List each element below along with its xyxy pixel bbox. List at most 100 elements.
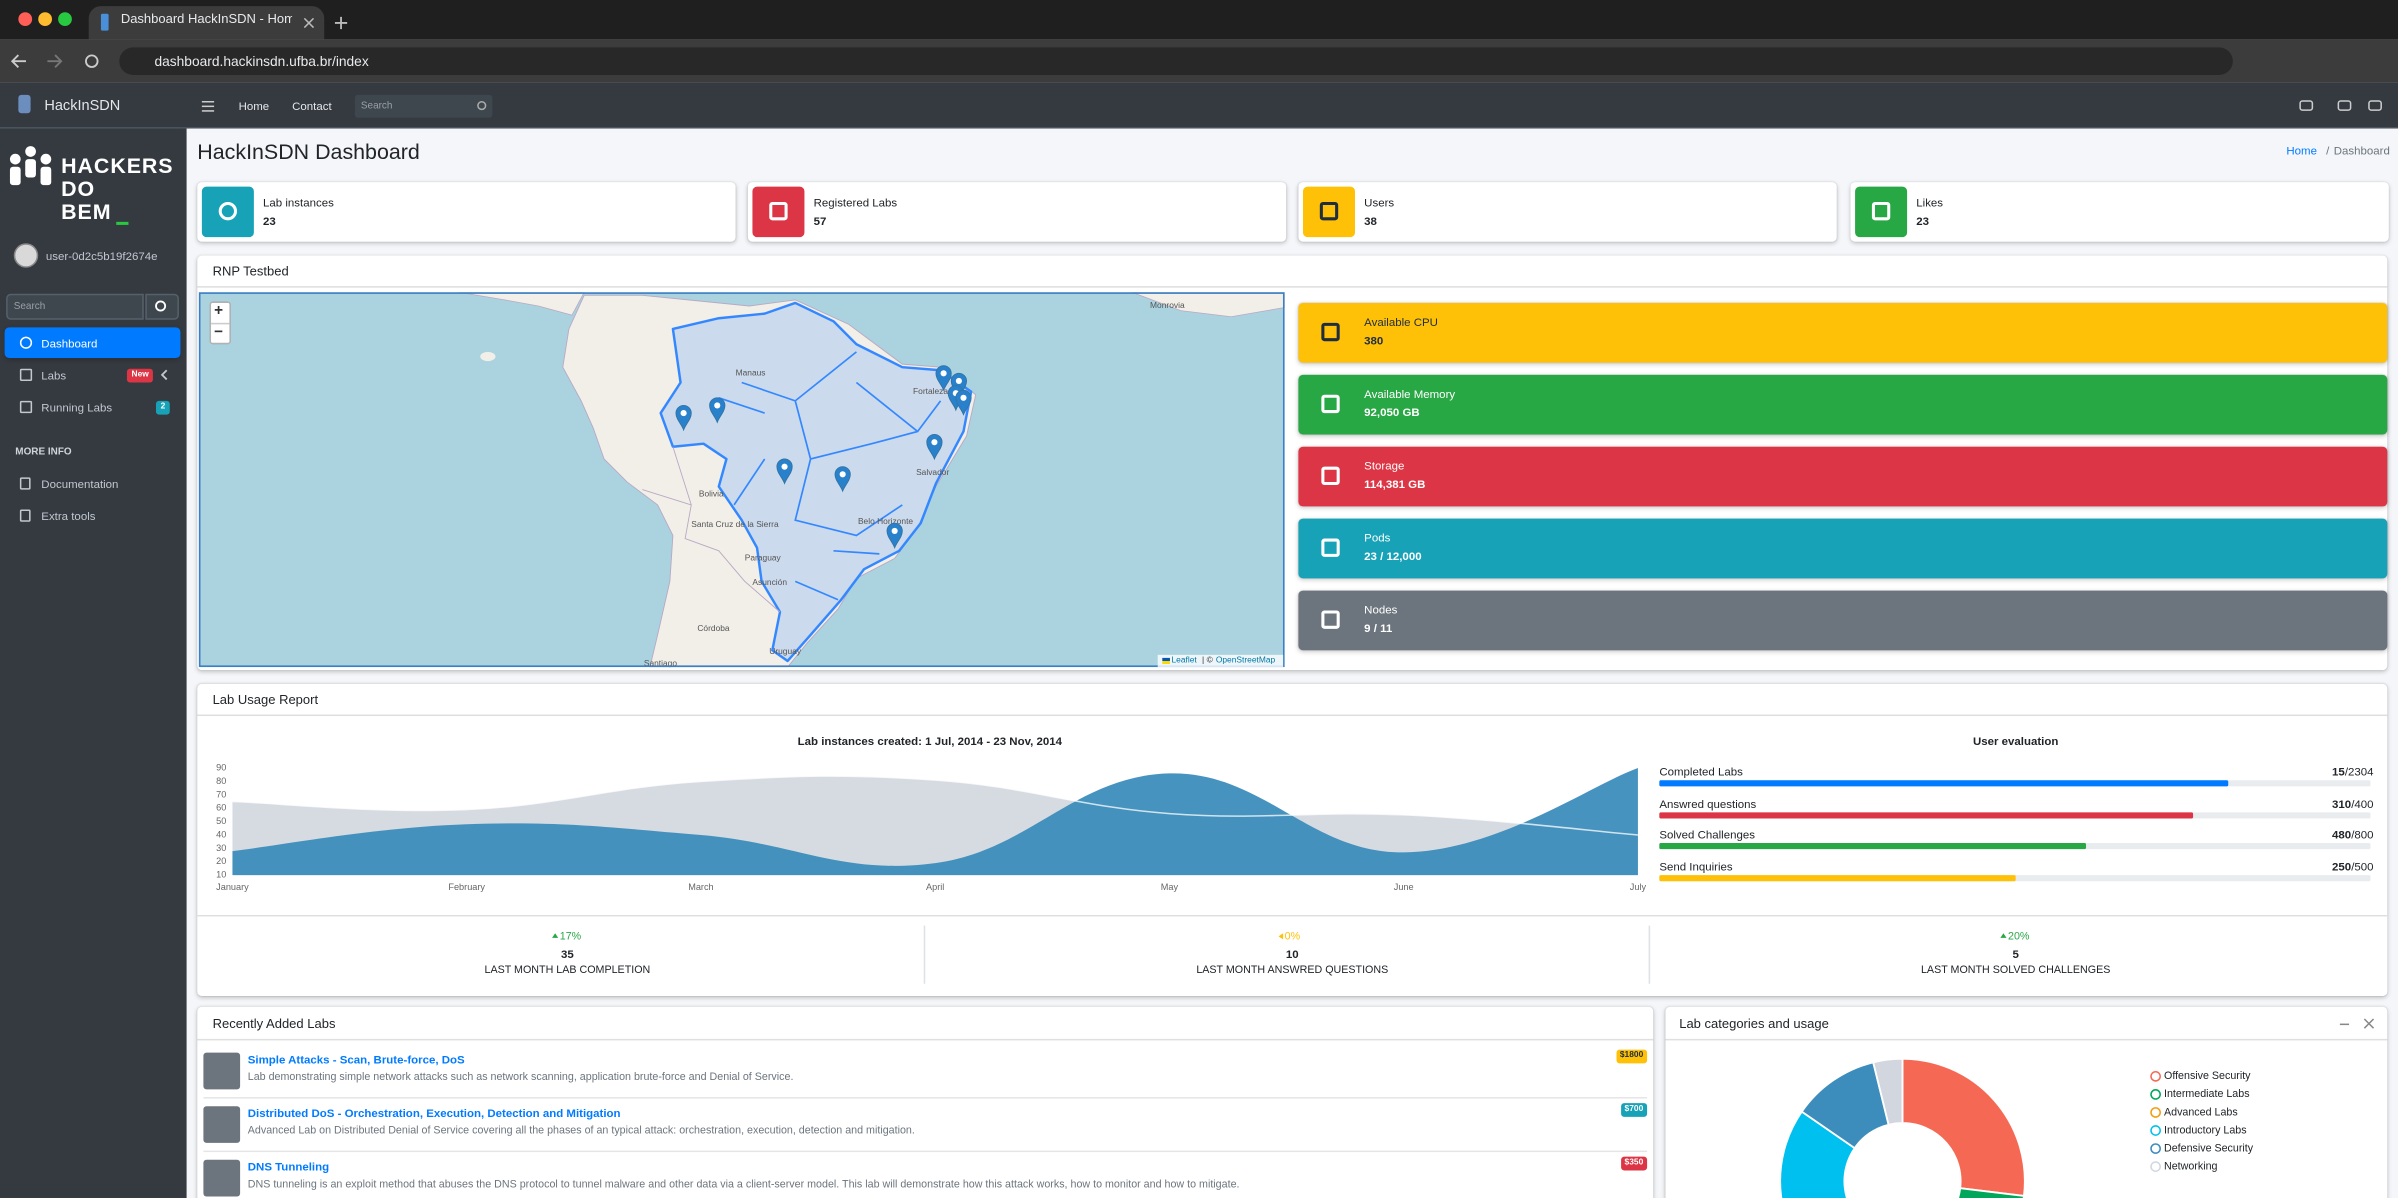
window-button[interactable] bbox=[58, 12, 72, 27]
tab[interactable] bbox=[88, 6, 325, 40]
lab-thumbnail bbox=[203, 1106, 241, 1143]
marker-dot bbox=[931, 439, 938, 446]
map-marker[interactable] bbox=[834, 466, 851, 493]
progress-bar bbox=[1659, 843, 2087, 850]
nav-link[interactable]: Home bbox=[238, 99, 270, 114]
lab-title[interactable]: Distributed DoS - Orchestration, Executi… bbox=[247, 1106, 621, 1120]
progress-number: 480/800 bbox=[2332, 829, 2373, 841]
marker-pin[interactable] bbox=[834, 466, 851, 493]
menu-icon bbox=[19, 400, 33, 414]
menu-icon bbox=[19, 509, 31, 522]
info-box-label: Registered Labs bbox=[813, 195, 898, 210]
map-marker[interactable] bbox=[776, 458, 793, 485]
map-marker[interactable] bbox=[886, 522, 903, 550]
window-button[interactable] bbox=[38, 12, 52, 27]
collapse-button[interactable] bbox=[2339, 1023, 2350, 1026]
marker-pin[interactable] bbox=[955, 389, 972, 416]
progress-bar bbox=[1659, 811, 2193, 819]
resource-label: Storage bbox=[1364, 459, 1405, 473]
omnibox[interactable] bbox=[119, 47, 2233, 75]
info-box-glyph bbox=[1319, 201, 1339, 221]
breadcrumb-link[interactable]: Home bbox=[2286, 143, 2317, 158]
tab-title[interactable]: Dashboard HackInSDN - Hom bbox=[120, 12, 293, 26]
map-continent bbox=[562, 294, 977, 668]
lab-title[interactable]: Simple Attacks - Scan, Brute-force, DoS bbox=[247, 1052, 465, 1067]
map-state-borders bbox=[718, 351, 942, 601]
map-label: Fortaleza bbox=[913, 386, 948, 396]
resource-box bbox=[1298, 518, 2388, 579]
info-box-icon bbox=[752, 186, 805, 238]
menu-label[interactable]: Dashboard bbox=[41, 335, 98, 350]
list-divider bbox=[203, 1150, 1648, 1153]
info-box bbox=[1850, 182, 2389, 242]
menu-active[interactable] bbox=[4, 327, 181, 359]
card-footer bbox=[197, 914, 2388, 997]
map-brazil[interactable] bbox=[659, 301, 973, 663]
map-marker[interactable] bbox=[709, 397, 726, 424]
info-box-label: Users bbox=[1364, 195, 1395, 210]
attribution-link[interactable]: OpenStreetMap bbox=[1215, 655, 1276, 665]
map-marker[interactable] bbox=[675, 405, 692, 432]
attribution-link[interactable]: Leaflet bbox=[1171, 655, 1197, 665]
menu-toggle[interactable] bbox=[201, 100, 215, 103]
change-percent: 17% bbox=[559, 931, 582, 943]
attribution bbox=[1157, 654, 1284, 668]
lab-thumbnail bbox=[203, 1159, 241, 1197]
map-marker[interactable] bbox=[935, 365, 952, 392]
url[interactable]: dashboard.hackinsdn.ufba.br/index bbox=[154, 52, 369, 69]
map-land bbox=[458, 292, 585, 316]
menu-badge: 2 bbox=[155, 400, 170, 414]
info-box-value: 57 bbox=[813, 214, 827, 228]
stat-value: 35 bbox=[561, 947, 574, 961]
resource-box bbox=[1298, 446, 2388, 507]
lab-price: $350 bbox=[1620, 1156, 1648, 1170]
lab-title[interactable]: DNS Tunneling bbox=[247, 1159, 330, 1174]
map-marker[interactable] bbox=[955, 389, 972, 416]
progress-number: 250/500 bbox=[2332, 861, 2373, 873]
progress-total: /400 bbox=[2351, 796, 2374, 811]
search-placeholder: Search bbox=[360, 100, 393, 112]
menu-label[interactable]: Labs bbox=[41, 367, 67, 382]
section-title: User evaluation bbox=[1972, 734, 2059, 749]
marker-pin[interactable] bbox=[886, 522, 903, 550]
map[interactable]: Manaus Fortaleza Salvador Bolivia Santa … bbox=[198, 292, 1285, 668]
map-marker[interactable] bbox=[926, 434, 943, 461]
resource-label: Pods bbox=[1364, 530, 1391, 545]
marker-pin[interactable] bbox=[709, 397, 726, 424]
search-button[interactable] bbox=[145, 293, 179, 320]
brand-logo bbox=[18, 94, 31, 114]
menu-icon bbox=[19, 336, 33, 349]
map-island bbox=[480, 351, 496, 362]
footer-divider bbox=[1648, 925, 1651, 984]
marker-pin[interactable] bbox=[935, 365, 952, 392]
card-title: Lab categories and usage bbox=[1679, 1015, 1829, 1032]
navbar-search[interactable] bbox=[354, 94, 493, 118]
brand-name[interactable]: HackInSDN bbox=[44, 97, 121, 115]
card-title: RNP Testbed bbox=[212, 263, 289, 279]
menu-label[interactable]: Extra tools bbox=[41, 508, 96, 523]
info-box-glyph bbox=[769, 201, 788, 221]
change-percent: 20% bbox=[2008, 931, 2030, 943]
window-button[interactable] bbox=[18, 12, 33, 27]
user-name[interactable]: user-0d2c5b19f2674e bbox=[45, 249, 158, 264]
page-title: HackInSDN Dashboard bbox=[197, 139, 420, 164]
menu-toggle[interactable] bbox=[201, 110, 215, 113]
sidebar-search[interactable] bbox=[6, 293, 144, 320]
menu-icon bbox=[19, 477, 31, 490]
logo-text: HACKERS bbox=[61, 153, 174, 178]
marker-pin[interactable] bbox=[776, 458, 793, 485]
zoom-in[interactable]: + bbox=[214, 302, 224, 320]
nav-link[interactable]: Contact bbox=[292, 99, 332, 114]
card-title: Recently Added Labs bbox=[212, 1015, 336, 1032]
menu-toggle[interactable] bbox=[201, 105, 215, 108]
progress-done: 310 bbox=[2332, 796, 2352, 811]
resource-label: Available Memory bbox=[1364, 387, 1456, 401]
zoom-out[interactable]: − bbox=[214, 324, 224, 342]
marker-dot bbox=[781, 463, 788, 470]
menu-label[interactable]: Running Labs bbox=[41, 400, 113, 414]
marker-pin[interactable] bbox=[926, 434, 943, 461]
map-label: Salvador bbox=[916, 467, 949, 477]
progress-track bbox=[1659, 875, 2371, 882]
marker-pin[interactable] bbox=[675, 405, 692, 432]
menu-label[interactable]: Documentation bbox=[41, 476, 119, 491]
